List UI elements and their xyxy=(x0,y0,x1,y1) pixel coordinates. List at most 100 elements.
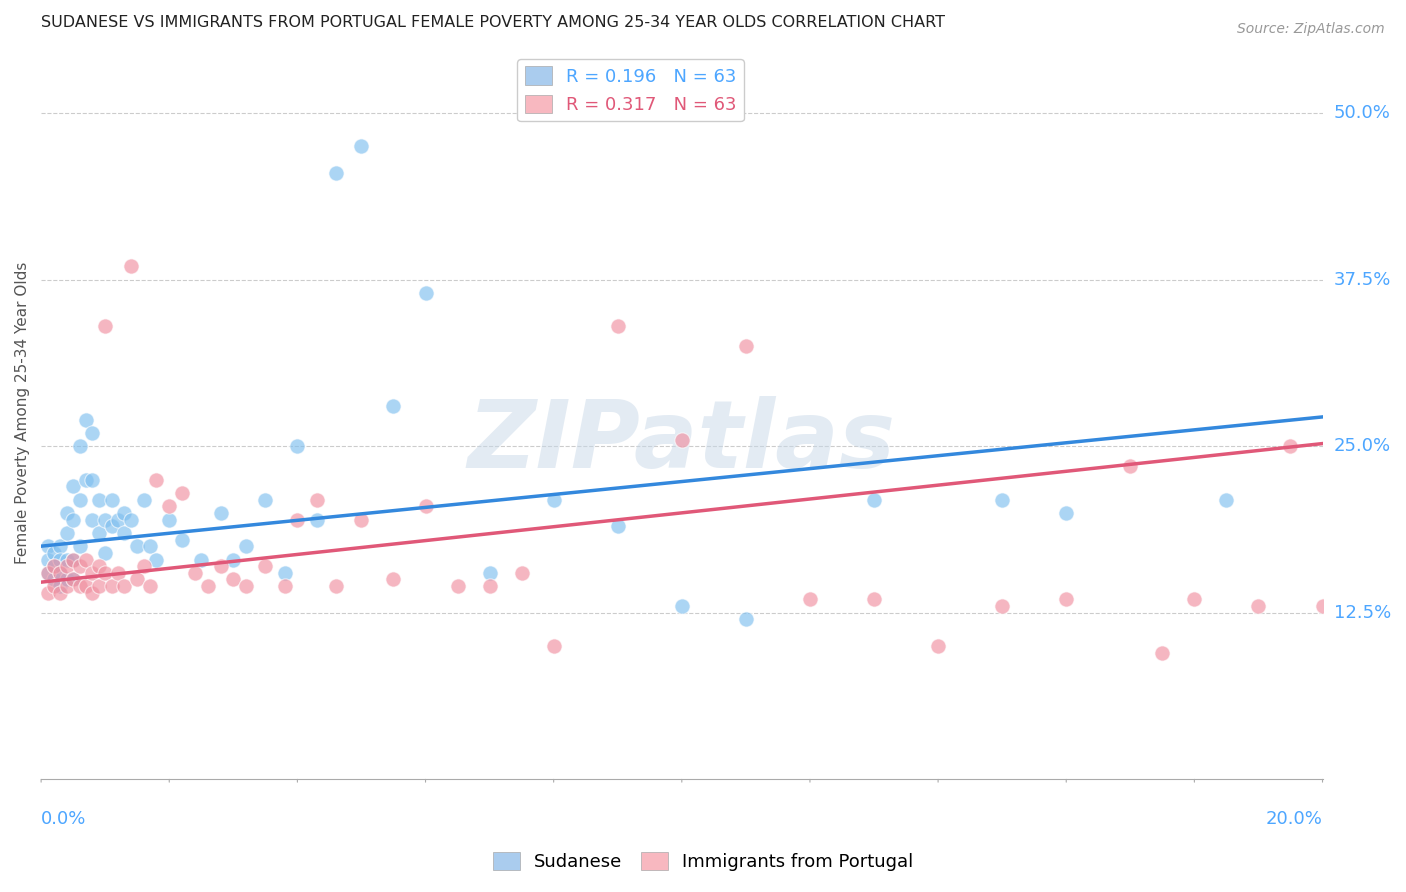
Point xyxy=(671,433,693,447)
Point xyxy=(62,552,84,566)
Point xyxy=(82,586,104,600)
Point xyxy=(145,552,167,566)
Point xyxy=(170,486,193,500)
Point xyxy=(222,573,245,587)
Text: 0.0%: 0.0% xyxy=(41,810,87,828)
Point xyxy=(863,592,886,607)
Point xyxy=(287,439,309,453)
Point xyxy=(55,579,77,593)
Point xyxy=(254,492,277,507)
Point xyxy=(87,525,110,540)
Point xyxy=(1343,599,1365,614)
Point xyxy=(273,566,295,580)
Point xyxy=(37,566,59,580)
Text: 12.5%: 12.5% xyxy=(1334,604,1391,622)
Point xyxy=(75,579,97,593)
Point xyxy=(100,579,122,593)
Point xyxy=(55,525,77,540)
Point xyxy=(415,285,437,300)
Point xyxy=(69,579,91,593)
Point xyxy=(94,546,117,560)
Point xyxy=(55,552,77,566)
Point xyxy=(157,512,180,526)
Point xyxy=(799,592,821,607)
Y-axis label: Female Poverty Among 25-34 Year Olds: Female Poverty Among 25-34 Year Olds xyxy=(15,261,30,564)
Point xyxy=(127,539,149,553)
Point xyxy=(37,539,59,553)
Point xyxy=(49,586,72,600)
Point xyxy=(42,579,65,593)
Point xyxy=(606,519,628,533)
Point xyxy=(120,260,142,274)
Point xyxy=(209,559,232,574)
Point xyxy=(305,492,328,507)
Point xyxy=(350,512,373,526)
Point xyxy=(157,499,180,513)
Text: 50.0%: 50.0% xyxy=(1334,104,1391,122)
Text: 25.0%: 25.0% xyxy=(1334,437,1391,455)
Point xyxy=(107,512,129,526)
Point xyxy=(75,412,97,426)
Point xyxy=(510,566,533,580)
Point xyxy=(1119,459,1142,474)
Text: ZIPatlas: ZIPatlas xyxy=(468,396,896,488)
Point xyxy=(37,552,59,566)
Point xyxy=(112,579,135,593)
Point xyxy=(62,512,84,526)
Point xyxy=(325,579,347,593)
Point xyxy=(305,512,328,526)
Point xyxy=(82,512,104,526)
Point xyxy=(350,139,373,153)
Point xyxy=(49,566,72,580)
Point xyxy=(382,399,405,413)
Point xyxy=(37,586,59,600)
Point xyxy=(94,566,117,580)
Point xyxy=(1215,492,1237,507)
Point xyxy=(446,579,468,593)
Point xyxy=(1182,592,1205,607)
Point xyxy=(1375,599,1398,614)
Point xyxy=(100,492,122,507)
Point xyxy=(1054,592,1077,607)
Point xyxy=(87,559,110,574)
Point xyxy=(197,579,219,593)
Point xyxy=(132,559,155,574)
Point xyxy=(75,473,97,487)
Point xyxy=(287,512,309,526)
Point xyxy=(235,539,257,553)
Point xyxy=(184,566,207,580)
Point xyxy=(94,319,117,334)
Point xyxy=(543,492,565,507)
Point xyxy=(543,639,565,653)
Text: 20.0%: 20.0% xyxy=(1265,810,1323,828)
Point xyxy=(273,579,295,593)
Point xyxy=(100,519,122,533)
Point xyxy=(1312,599,1334,614)
Point xyxy=(87,579,110,593)
Legend: Sudanese, Immigrants from Portugal: Sudanese, Immigrants from Portugal xyxy=(485,845,921,879)
Point xyxy=(82,566,104,580)
Point xyxy=(37,566,59,580)
Point xyxy=(1152,646,1174,660)
Point xyxy=(62,573,84,587)
Point xyxy=(734,339,756,353)
Point xyxy=(991,492,1014,507)
Point xyxy=(82,473,104,487)
Point xyxy=(478,579,501,593)
Point xyxy=(671,599,693,614)
Point xyxy=(69,492,91,507)
Point xyxy=(42,559,65,574)
Point xyxy=(49,566,72,580)
Point xyxy=(139,579,162,593)
Point xyxy=(49,579,72,593)
Point xyxy=(62,552,84,566)
Point xyxy=(94,512,117,526)
Point xyxy=(325,166,347,180)
Point xyxy=(82,425,104,440)
Point xyxy=(145,473,167,487)
Point xyxy=(170,533,193,547)
Point xyxy=(62,573,84,587)
Point xyxy=(478,566,501,580)
Point xyxy=(55,506,77,520)
Text: SUDANESE VS IMMIGRANTS FROM PORTUGAL FEMALE POVERTY AMONG 25-34 YEAR OLDS CORREL: SUDANESE VS IMMIGRANTS FROM PORTUGAL FEM… xyxy=(41,15,945,30)
